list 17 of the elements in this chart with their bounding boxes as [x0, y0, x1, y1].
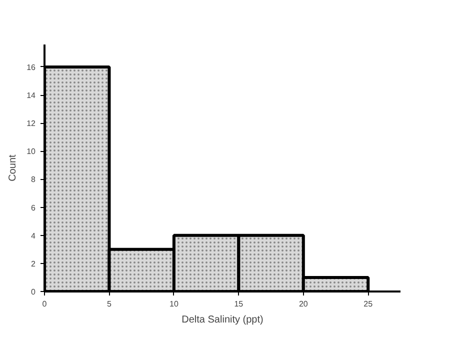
y-tick-label: 4: [31, 231, 36, 240]
y-tick-label: 2: [31, 259, 36, 268]
x-axis-title: Delta Salinity (ppt): [182, 314, 264, 326]
y-tick-label: 12: [26, 119, 36, 128]
y-axis-title: Count: [8, 154, 19, 182]
y-tick-label: 6: [31, 203, 36, 212]
x-tick-label: 15: [234, 300, 244, 308]
x-tick-label: 25: [364, 300, 374, 308]
x-tick-label: 10: [170, 300, 179, 308]
y-tick-label: 0: [31, 288, 36, 296]
y-tick-label: 10: [26, 147, 36, 156]
x-tick-label: 0: [42, 300, 48, 308]
y-tick-label: 8: [31, 175, 36, 184]
y-tick-label: 16: [26, 62, 36, 72]
y-tick-label: 14: [26, 91, 36, 100]
x-tick-label: 5: [107, 300, 112, 308]
x-tick-label: 20: [298, 300, 308, 308]
